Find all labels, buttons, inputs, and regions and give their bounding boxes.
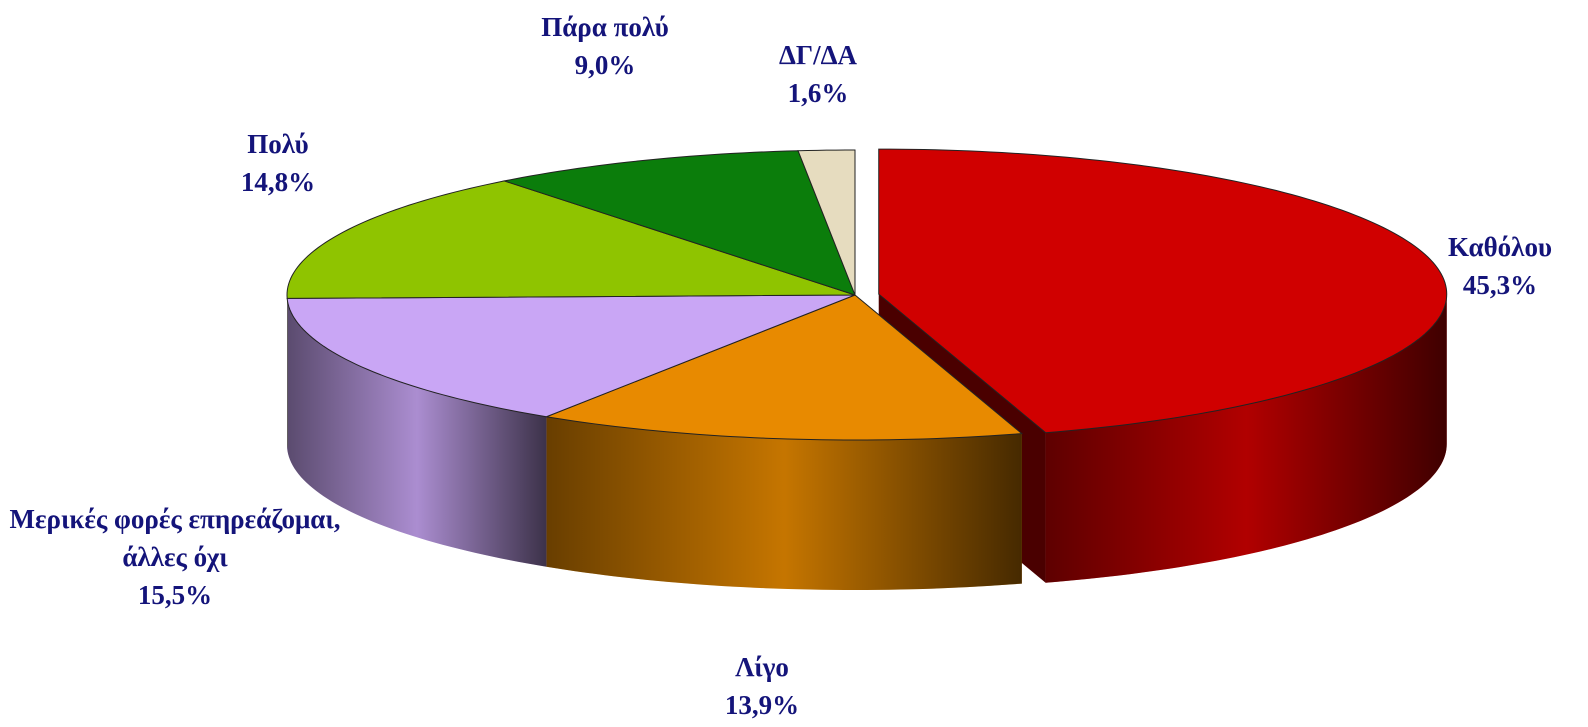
slice xyxy=(286,294,856,418)
slice-label: Καθόλου 45,3% xyxy=(1448,228,1552,304)
slice-category: Λίγο xyxy=(735,652,789,682)
slice-category: Πάρα πολύ xyxy=(541,12,669,42)
slice-value: 13,9% xyxy=(724,690,800,720)
slice-side-shade xyxy=(287,298,547,567)
slice-label: ΔΓ/ΔΑ 1,6% xyxy=(779,36,857,112)
slice-value: 15,5% xyxy=(137,580,213,610)
slice xyxy=(797,149,856,296)
slice xyxy=(286,180,856,299)
slice-side-shade xyxy=(1045,294,1447,583)
slice-category: Μερικές φορές επηρεάζομαι, άλλες όχι xyxy=(9,504,341,572)
slice-category: ΔΓ/ΔΑ xyxy=(778,40,858,70)
slice-value: 14,8% xyxy=(240,167,316,197)
slice-label: Λίγο 13,9% xyxy=(725,648,799,724)
slice-category: Πολύ xyxy=(247,129,309,159)
slice-category: Καθόλου xyxy=(1448,232,1552,262)
slice xyxy=(502,150,856,296)
slice-value: 1,6% xyxy=(787,78,849,108)
slice-side-shade xyxy=(546,416,1022,590)
slice xyxy=(544,294,1024,441)
slice-label: Πάρα πολύ 9,0% xyxy=(541,8,669,84)
slice-label: Μερικές φορές επηρεάζομαι, άλλες όχι 15,5… xyxy=(5,500,345,614)
slice-value: 9,0% xyxy=(574,50,636,80)
slice xyxy=(878,148,1448,434)
slice-value: 45,3% xyxy=(1462,270,1538,300)
slice-label: Πολύ 14,8% xyxy=(241,125,315,201)
